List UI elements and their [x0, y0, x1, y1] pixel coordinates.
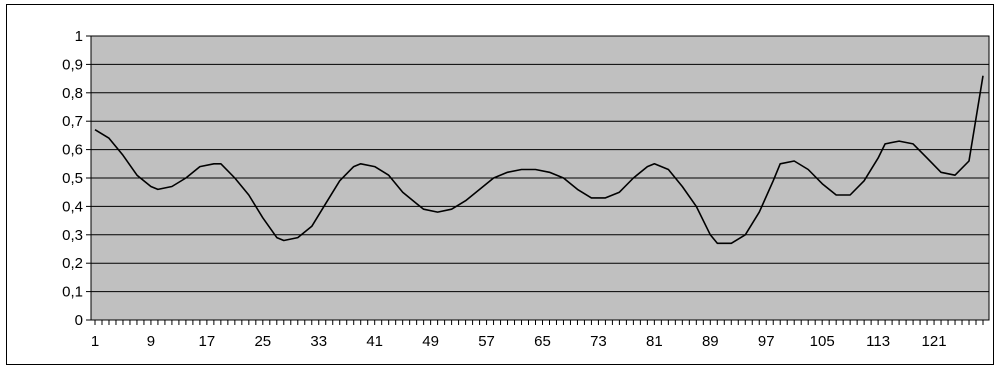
y-tick-label: 0,3: [62, 227, 83, 244]
x-tick-label: 57: [478, 333, 495, 350]
x-tick-label: 73: [590, 333, 607, 350]
y-tick-label: 0,5: [62, 170, 83, 187]
x-tick-label: 105: [810, 333, 835, 350]
x-tick-label: 113: [866, 333, 890, 350]
series-line: [94, 75, 984, 245]
x-tick-label: 41: [366, 333, 383, 350]
line-chart: 0 0,1 0,2 0,3 0,4 0,5 0,6 0,7 0,8 0,9 1 1 9 17 25 33 41 4…: [62, 28, 990, 350]
x-tick-label: 81: [646, 333, 663, 350]
y-tick-label: 0,4: [62, 198, 83, 215]
x-tick-label: 17: [199, 333, 216, 350]
y-tick-label: 0,9: [62, 56, 83, 73]
y-tick-label: 0,7: [62, 113, 83, 130]
y-tick-label: 0,6: [62, 142, 83, 159]
x-tick-label: 1: [91, 333, 99, 350]
x-tick-label: 33: [310, 333, 327, 350]
x-tick-label: 49: [422, 333, 439, 350]
x-tick-label: 9: [147, 333, 155, 350]
y-tick-label: 1: [75, 28, 83, 45]
x-tick-label: 121: [922, 333, 947, 350]
y-tick-label: 0: [75, 312, 83, 329]
y-tick-label: 0,8: [62, 85, 83, 102]
chart-frame: 0 0,1 0,2 0,3 0,4 0,5 0,6 0,7 0,8 0,9 1 1 9 17 25 33 41 4…: [6, 4, 994, 365]
y-tick-label: 0,1: [62, 284, 83, 301]
x-tick-label: 25: [254, 333, 271, 350]
y-tick-label: 0,2: [62, 255, 83, 272]
x-tick-label: 89: [702, 333, 719, 350]
x-tick-label: 97: [758, 333, 775, 350]
x-tick-label: 65: [534, 333, 551, 350]
